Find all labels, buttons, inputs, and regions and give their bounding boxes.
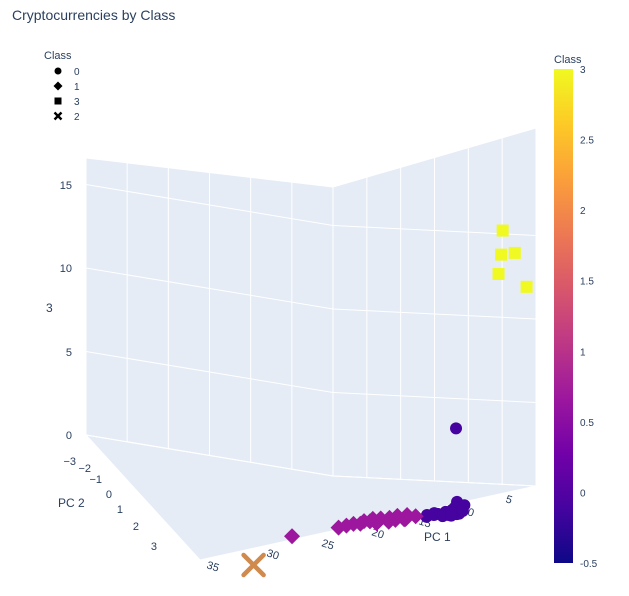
data-point[interactable] [458, 499, 471, 512]
y-tick-label: −1 [89, 474, 102, 486]
grid-line [436, 520, 489, 532]
data-point[interactable] [397, 511, 414, 528]
data-point[interactable] [508, 246, 521, 259]
grid-line [392, 531, 445, 544]
legend-symbol-x [53, 111, 63, 121]
data-point[interactable] [330, 519, 347, 536]
colorbar-tick-label: -0.5 [580, 559, 598, 570]
legend-symbol-diamond [53, 81, 63, 91]
legend-label: 0 [74, 67, 80, 78]
x-tick-label: 30 [265, 547, 280, 562]
legend-item[interactable]: 0 [54, 67, 81, 78]
colorbar-tick-label: 2.5 [580, 136, 594, 147]
x-axis-title: PC 1 [424, 530, 451, 544]
legend-item[interactable]: 3 [54, 97, 81, 108]
y-axis-title: PC 2 [58, 496, 85, 510]
y-tick-label: −2 [78, 463, 91, 475]
grid-line [347, 543, 400, 556]
colorbar-tick-label: 3 [580, 65, 586, 76]
grid-line [481, 508, 534, 520]
data-point[interactable] [496, 224, 509, 237]
data-point[interactable] [241, 552, 266, 578]
legend-label: 3 [74, 97, 80, 108]
grid-line [303, 555, 356, 567]
x-tick-label: 35 [205, 559, 220, 574]
z-tick-label: 15 [60, 180, 72, 192]
colorbar-gradient [554, 69, 573, 563]
y-tick-label: 1 [117, 504, 123, 516]
x-tick-label: 5 [504, 493, 514, 506]
data-point[interactable] [492, 267, 505, 280]
colorbar-tick-label: 2 [580, 206, 586, 217]
colorbar-title: Class [554, 54, 582, 66]
y-tick-label: −3 [63, 456, 76, 468]
x-axis-ticks: 5 10 15 20 25 30 35 [205, 493, 514, 574]
colorbar-tick-label: 0 [580, 488, 586, 499]
x-tick-label: 20 [370, 526, 385, 541]
y-tick-label: 2 [133, 521, 139, 533]
y-axis-ticks: −3 −2 −1 0 1 2 3 [63, 456, 157, 553]
z-tick-label: 10 [60, 263, 72, 275]
colorbar-ticks: -0.5 0 0.5 1 1.5 2 2.5 3 [580, 65, 598, 570]
data-point[interactable] [380, 513, 397, 530]
legend-item[interactable]: 1 [53, 81, 81, 94]
y-tick-label: 0 [106, 489, 112, 501]
legend-label: 1 [74, 82, 80, 93]
legend-label: 2 [74, 112, 80, 123]
z-axis-ticks: 0 5 10 15 [60, 180, 72, 442]
data-point[interactable] [520, 280, 533, 293]
x-tick-label: 25 [320, 537, 335, 552]
legend-title: Class [44, 50, 72, 62]
data-point[interactable] [495, 248, 508, 261]
grid-line [214, 578, 267, 591]
colorbar-tick-label: 0.5 [580, 418, 594, 429]
legend: Class 0 1 3 2 [44, 50, 80, 123]
chart-title: Cryptocurrencies by Class [12, 7, 175, 23]
data-point[interactable] [445, 509, 458, 522]
data-point[interactable] [284, 528, 301, 545]
legend-symbol-circle [54, 67, 62, 75]
grid-line [258, 566, 311, 579]
data-points [241, 224, 533, 578]
data-point[interactable] [368, 515, 385, 532]
y-tick-label: 3 [151, 541, 157, 553]
gridlines [85, 137, 556, 593]
legend-item[interactable]: 2 [53, 111, 81, 123]
legend-symbol-square [54, 97, 62, 105]
z-tick-label: 5 [66, 347, 72, 359]
colorbar-tick-label: 1 [580, 347, 586, 358]
colorbar: Class -0.5 0 0.5 1 1.5 2 2.5 3 [554, 54, 598, 570]
z-tick-label: 0 [66, 430, 72, 442]
z-axis-title: 3 [46, 301, 53, 315]
data-point[interactable] [436, 510, 449, 523]
colorbar-tick-label: 1.5 [580, 277, 594, 288]
data-point[interactable] [450, 422, 463, 435]
